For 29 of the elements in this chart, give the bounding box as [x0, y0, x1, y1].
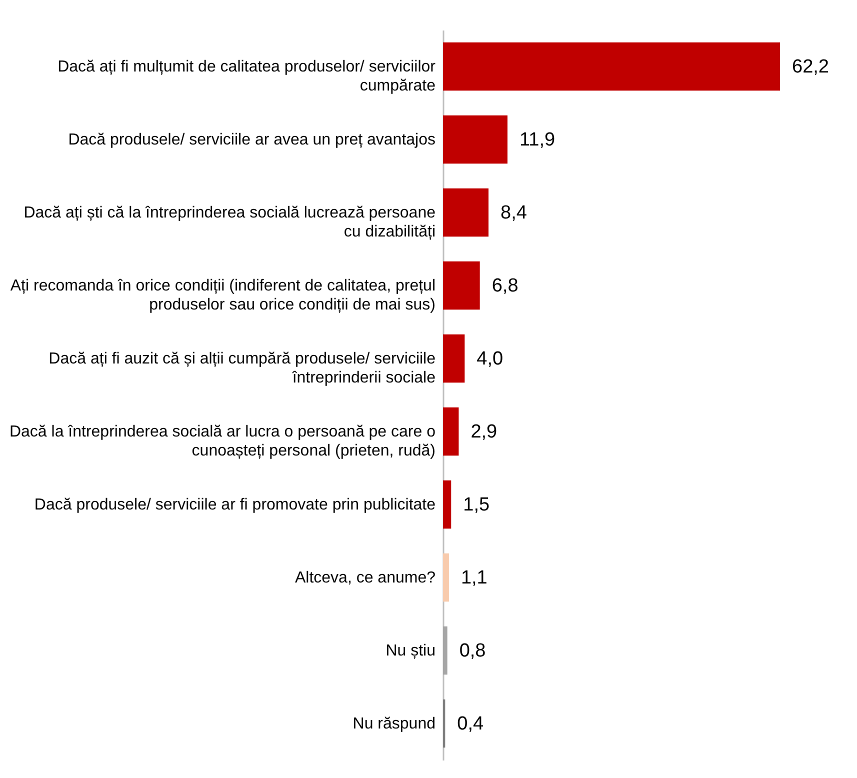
data-label: 8,4 [500, 202, 528, 224]
y-tick-label: Dacă ați ști că la întreprinderea socială lucrează persoane cu dizabilități [24, 204, 436, 240]
data-label: 0,4 [457, 714, 484, 734]
data-label: 2,9 [470, 422, 498, 442]
y-tick-label: Nu răspund [352, 716, 436, 732]
bar [443, 480, 452, 529]
data-label: 1,1 [460, 568, 488, 588]
y-tick-label: Dacă produsele/ serviciile ar avea un preț avantajos [68, 132, 436, 148]
data-label: 11,9 [519, 130, 556, 150]
bar [443, 553, 449, 602]
bar [443, 115, 508, 164]
y-tick-label: Dacă la întreprinderea socială ar lucra o persoană pe care o cunoașteți personal (prieten, rudă) [9, 424, 436, 460]
data-label: 0,8 [459, 640, 486, 662]
bar [443, 626, 448, 675]
data-label: 4,0 [476, 348, 504, 370]
bar [443, 407, 459, 456]
bar [443, 334, 465, 383]
y-tick-label: Dacă ați fi mulțumit de calitatea produselor/ serviciilor cumpărate [58, 58, 436, 94]
data-label: 62,2 [792, 56, 829, 78]
y-tick-label: Nu știu [386, 642, 436, 660]
y-tick-label: Ați recomanda în orice condiții (indiferent de calitatea, prețul produselor sau orice condiții de mai sus) [10, 278, 436, 314]
data-label: 6,8 [492, 276, 518, 296]
y-tick-label: Dacă produsele/ serviciile ar fi promovate prin publicitate [34, 496, 436, 514]
y-tick-label: Altceva, ce anume? [294, 570, 436, 586]
bar [443, 42, 780, 91]
bar [443, 188, 489, 237]
bar [443, 261, 480, 310]
y-tick-label: Dacă ați fi auzit că și alții cumpără produsele/ serviciile întreprinderii sociale [48, 350, 436, 386]
data-label: 1,5 [463, 494, 490, 516]
